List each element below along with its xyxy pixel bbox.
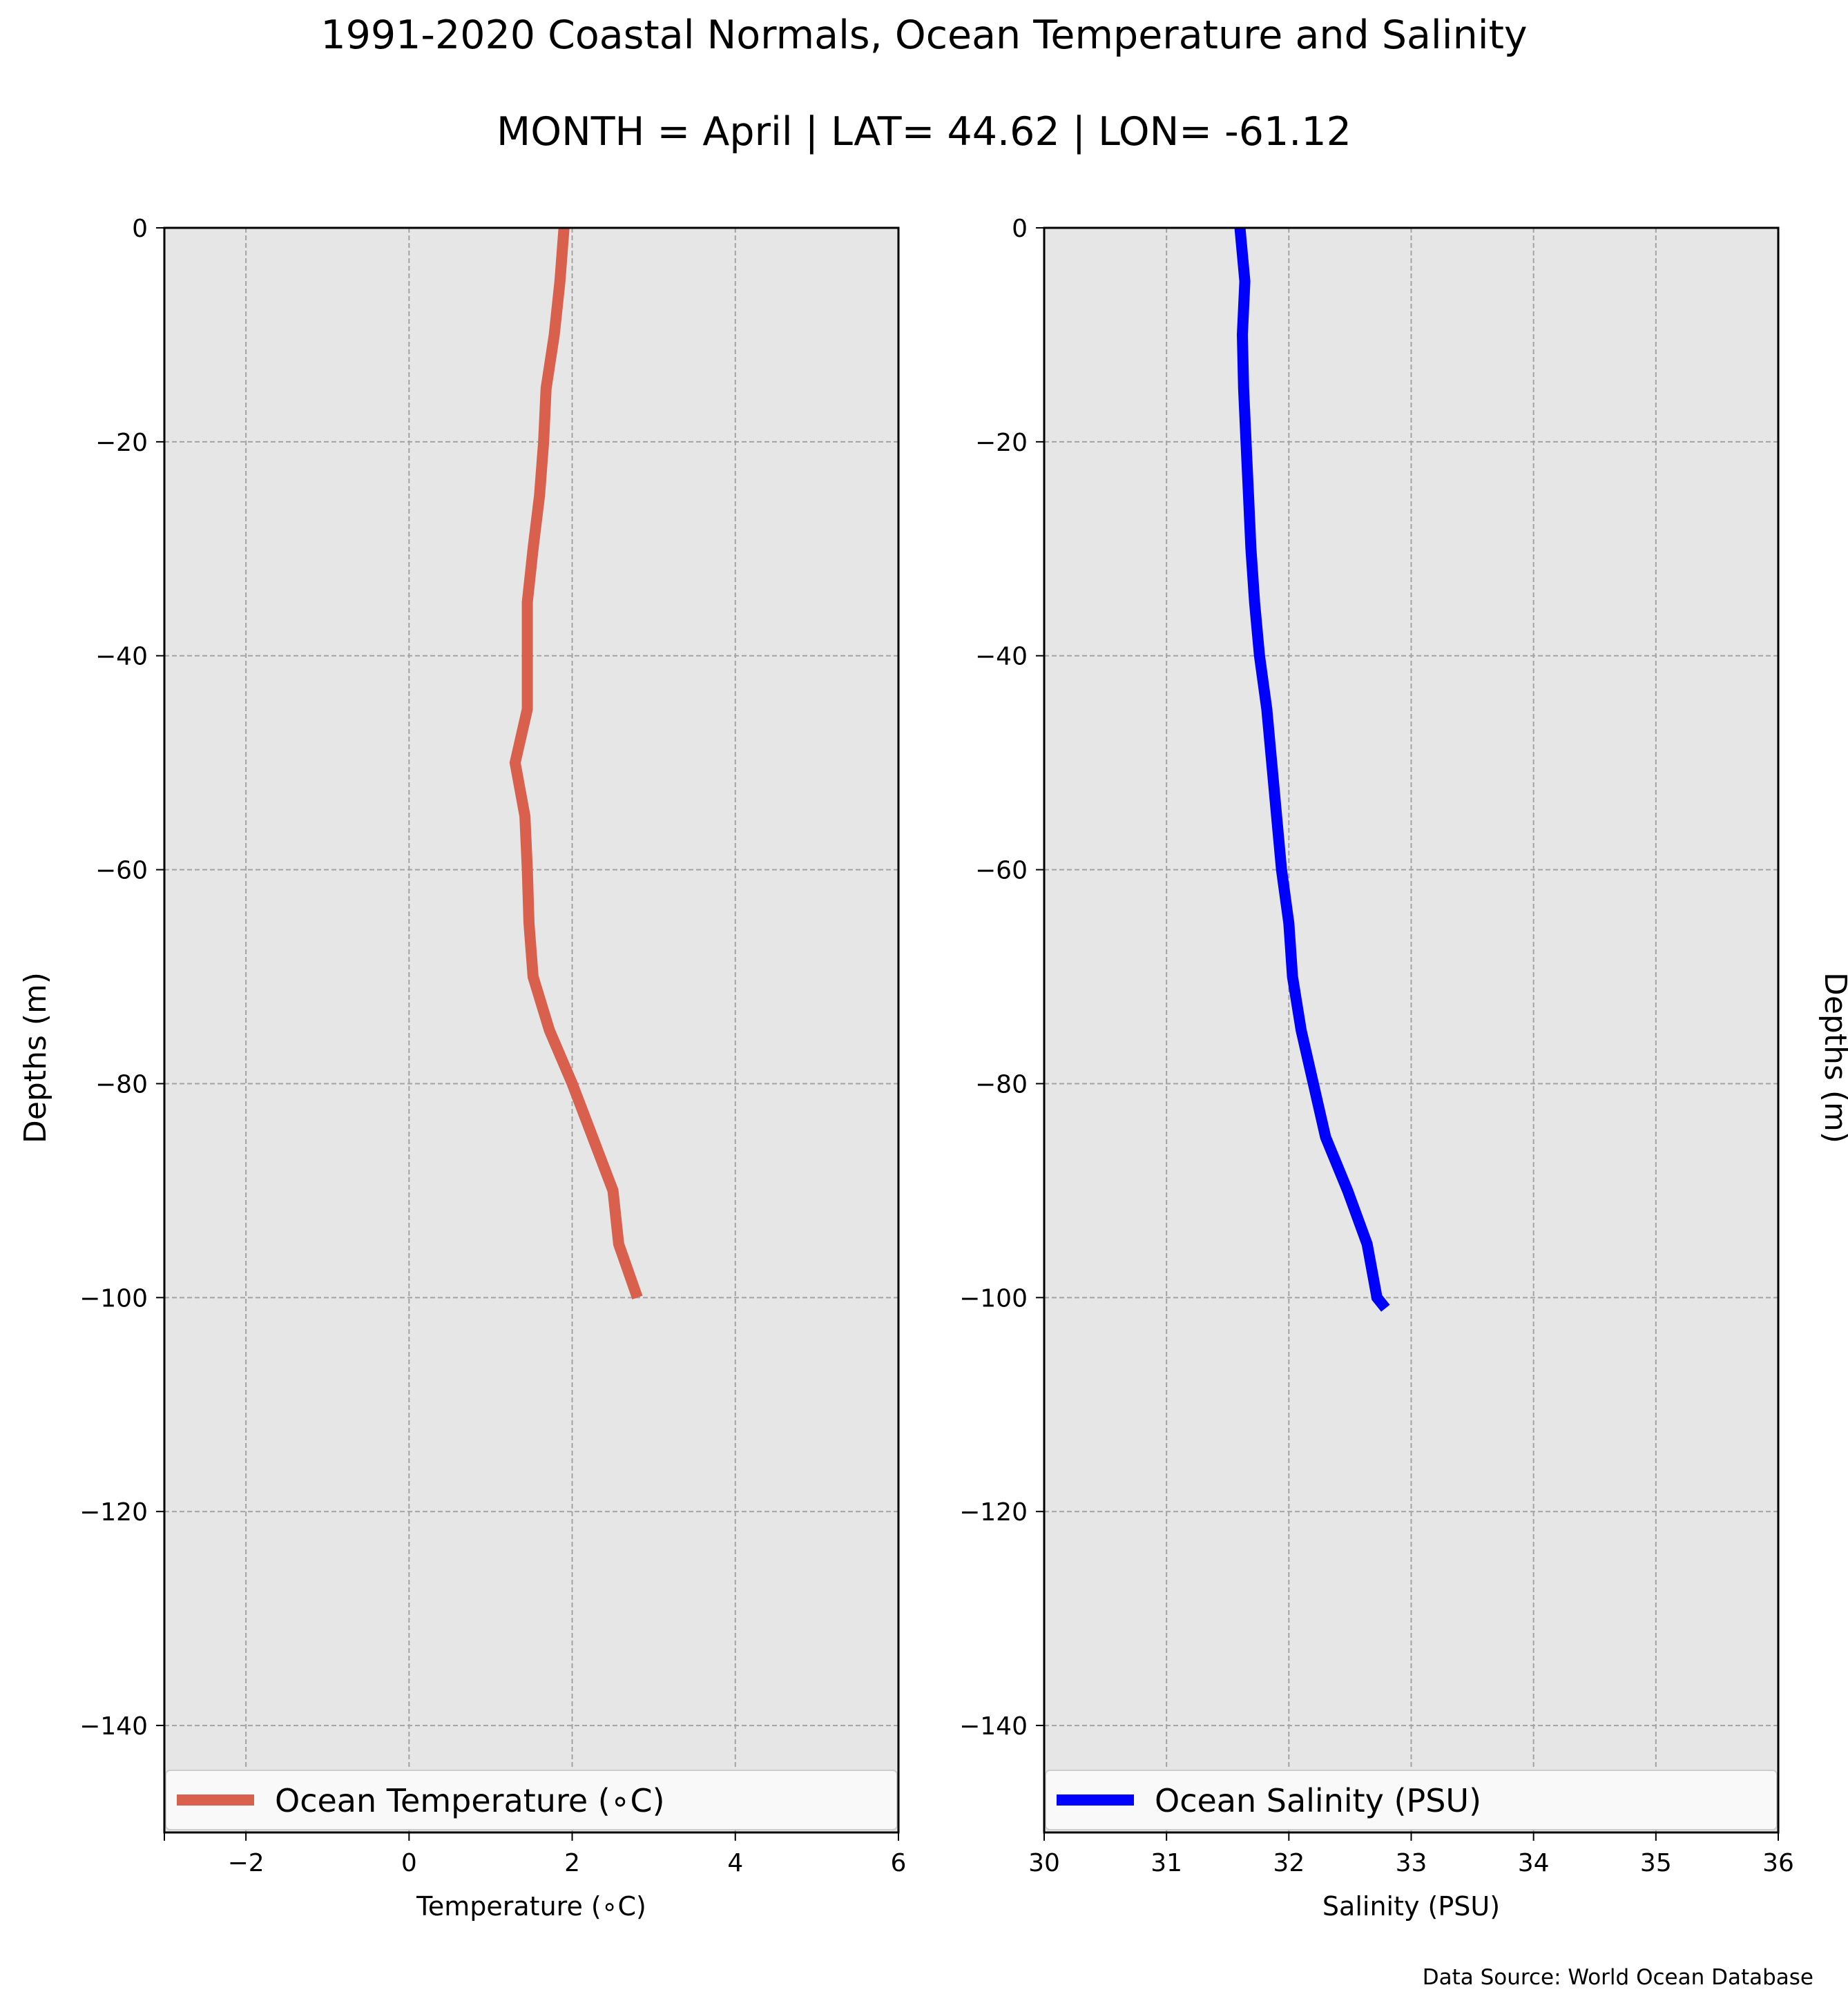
temp-ytick-label: −120: [79, 1498, 148, 1527]
sal-ytick-label: −60: [975, 857, 1028, 885]
sal-xtick-label: 36: [1762, 1849, 1794, 1877]
sal-legend-box: [1045, 1770, 1778, 1830]
sal-legend-label: Ocean Salinity (PSU): [1155, 1782, 1481, 1819]
temp-xtick-label: 2: [564, 1849, 580, 1877]
temp-ytick-label: −20: [95, 429, 148, 457]
sal-xtick-label: 30: [1028, 1849, 1060, 1877]
data-source-note: Data Source: World Ocean Database: [1422, 1965, 1813, 1990]
chart-title: 1991-2020 Coastal Normals, Ocean Tempera…: [320, 12, 1528, 58]
temp-plot-background: [164, 228, 898, 1832]
sal-panel: Ocean Salinity (PSU) 30 31 32 33 34 35 36 0 −20 −4…: [959, 215, 1848, 1922]
temp-ytick-label: 0: [132, 215, 148, 243]
sal-ytick-label: −40: [975, 643, 1028, 671]
temp-legend-box: [165, 1770, 898, 1830]
sal-x-axis-label: Salinity (PSU): [1322, 1891, 1500, 1922]
sal-xtick-label: 31: [1151, 1849, 1182, 1877]
temp-ytick-label: −60: [95, 857, 148, 885]
temp-xtick-label: 4: [727, 1849, 743, 1877]
temp-xtick-label: −2: [228, 1849, 264, 1877]
sal-xtick-label: 33: [1396, 1849, 1427, 1877]
temp-y-axis-label: Depths (m): [18, 972, 53, 1143]
temp-xtick-label: 6: [891, 1849, 907, 1877]
sal-ytick-label: −80: [975, 1070, 1028, 1099]
temp-ytick-label: −80: [95, 1070, 148, 1099]
temp-ytick-label: −40: [95, 643, 148, 671]
temp-ytick-label: −100: [79, 1284, 148, 1313]
sal-ytick-label: −120: [959, 1498, 1028, 1527]
temp-x-axis-label: Temperature (∘C): [416, 1891, 646, 1922]
sal-xtick-label: 34: [1518, 1849, 1550, 1877]
temp-series-line: [509, 227, 643, 1299]
sal-ytick-label: 0: [1012, 215, 1028, 243]
temp-legend-label: Ocean Temperature (∘C): [275, 1782, 665, 1819]
temp-axes-frame: [163, 226, 900, 1834]
sal-y-axis-label: Depths (m): [1818, 972, 1848, 1143]
sal-xtick-label: 32: [1273, 1849, 1305, 1877]
sal-ytick-label: −20: [975, 429, 1028, 457]
sal-xtick-label: 35: [1640, 1849, 1672, 1877]
sal-ytick-label: −100: [959, 1284, 1028, 1313]
chart-subtitle: MONTH = April | LAT= 44.62 | LON= -61.12: [497, 109, 1351, 155]
temp-panel: Ocean Temperature (∘C)−2 0 2 4 60−20−40−60−8…: [18, 215, 906, 1922]
sal-ytick-label: −140: [959, 1712, 1028, 1741]
sal-series-line: [1234, 227, 1390, 1312]
temp-xtick-label: 0: [401, 1849, 417, 1877]
temp-ytick-label: −140: [79, 1712, 148, 1741]
